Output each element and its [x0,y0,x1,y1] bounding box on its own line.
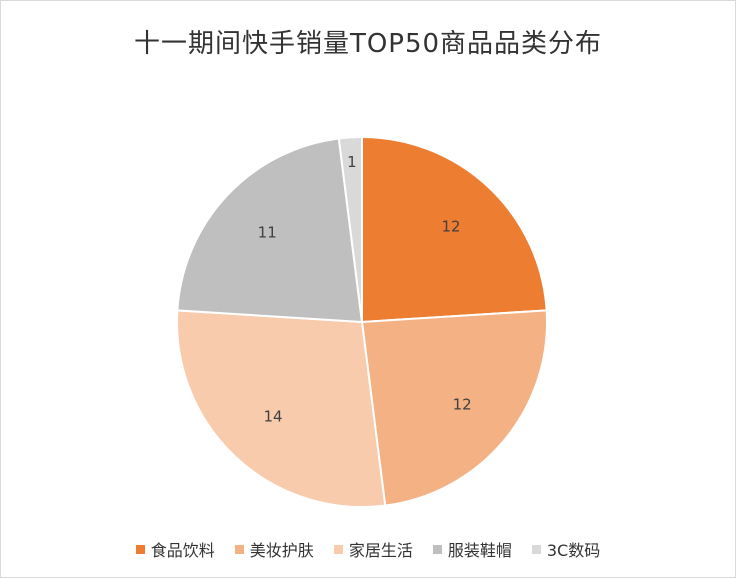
data-label-3: 14 [263,407,282,425]
data-label-4: 11 [258,224,277,242]
legend-item-3: 家居生活 [333,537,413,561]
data-label-2: 12 [453,395,472,413]
pie-slice-5 [337,135,363,323]
legend-swatch [234,544,244,554]
legend-swatch [333,544,343,554]
pie-slice-4 [176,137,364,324]
pie-slice-2 [360,309,548,507]
legend-label: 美妆护肤 [249,541,314,560]
data-label-5: 1 [347,153,357,171]
legend-label: 食品饮料 [150,541,215,560]
legend-item-4: 服装鞋帽 [432,537,512,561]
legend-item-2: 美妆护肤 [234,537,314,561]
chart-title: 十一期间快手销量TOP50商品品类分布 [133,29,603,59]
pie-slice-3 [176,309,387,508]
legend-label: 3C数码 [546,541,601,560]
pie-slice-1 [361,135,548,324]
legend: 食品饮料 美妆护肤 家居生活 服装鞋帽 3C数码 [1,537,735,561]
legend-swatch [135,544,145,554]
legend-label: 服装鞋帽 [447,541,512,560]
legend-swatch [531,544,541,554]
data-label-1: 12 [441,218,460,236]
legend-item-5: 3C数码 [531,537,601,561]
legend-item-1: 食品饮料 [135,537,215,561]
legend-swatch [432,544,442,554]
legend-label: 家居生活 [348,541,413,560]
pie-slices [176,135,548,508]
